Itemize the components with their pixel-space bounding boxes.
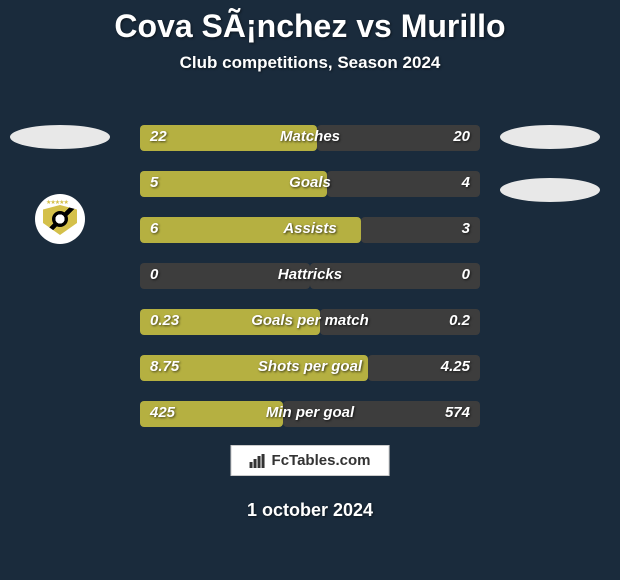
comparison-chart: 22 20 Matches 5 4 Goals 6 3 Assists 0 0 Hattricks 0.… (140, 125, 480, 447)
stat-value-left: 425 (150, 404, 175, 421)
stat-value-right: 20 (453, 128, 470, 145)
stat-value-left: 8.75 (150, 358, 179, 375)
stat-label: Hattricks (278, 266, 342, 283)
stat-value-right: 0 (462, 266, 470, 283)
stat-value-right: 0.2 (449, 312, 470, 329)
stat-label: Min per goal (266, 404, 354, 421)
stat-label: Shots per goal (258, 358, 362, 375)
stat-value-left: 6 (150, 220, 158, 237)
player-left-placeholder-icon (10, 125, 110, 149)
stat-row: 5 4 Goals (140, 171, 480, 199)
stat-row: 425 574 Min per goal (140, 401, 480, 429)
stat-row: 6 3 Assists (140, 217, 480, 245)
bar-right (327, 171, 480, 197)
stat-row: 0.23 0.2 Goals per match (140, 309, 480, 337)
stat-label: Assists (283, 220, 336, 237)
stat-value-right: 4.25 (441, 358, 470, 375)
stat-value-left: 5 (150, 174, 158, 191)
stat-row: 8.75 4.25 Shots per goal (140, 355, 480, 383)
stat-value-right: 4 (462, 174, 470, 191)
team-logo-left: ★★★★★ (35, 194, 85, 244)
stat-value-right: 3 (462, 220, 470, 237)
infographic-date: 1 october 2024 (247, 500, 373, 521)
brand-logo: FcTables.com (231, 445, 390, 476)
shield-icon: ★★★★★ (40, 201, 80, 237)
stat-value-right: 574 (445, 404, 470, 421)
player-right-placeholder-icon-2 (500, 178, 600, 202)
stat-label: Goals per match (251, 312, 369, 329)
stat-label: Matches (280, 128, 340, 145)
player-right-placeholder-icon (500, 125, 600, 149)
stat-value-left: 0.23 (150, 312, 179, 329)
comparison-subtitle: Club competitions, Season 2024 (0, 53, 620, 73)
stat-label: Goals (289, 174, 331, 191)
comparison-title: Cova SÃ¡nchez vs Murillo (0, 0, 620, 45)
bar-chart-icon (250, 454, 268, 468)
stat-row: 22 20 Matches (140, 125, 480, 153)
stat-value-left: 22 (150, 128, 167, 145)
stat-row: 0 0 Hattricks (140, 263, 480, 291)
stat-value-left: 0 (150, 266, 158, 283)
brand-name: FcTables.com (272, 452, 371, 469)
